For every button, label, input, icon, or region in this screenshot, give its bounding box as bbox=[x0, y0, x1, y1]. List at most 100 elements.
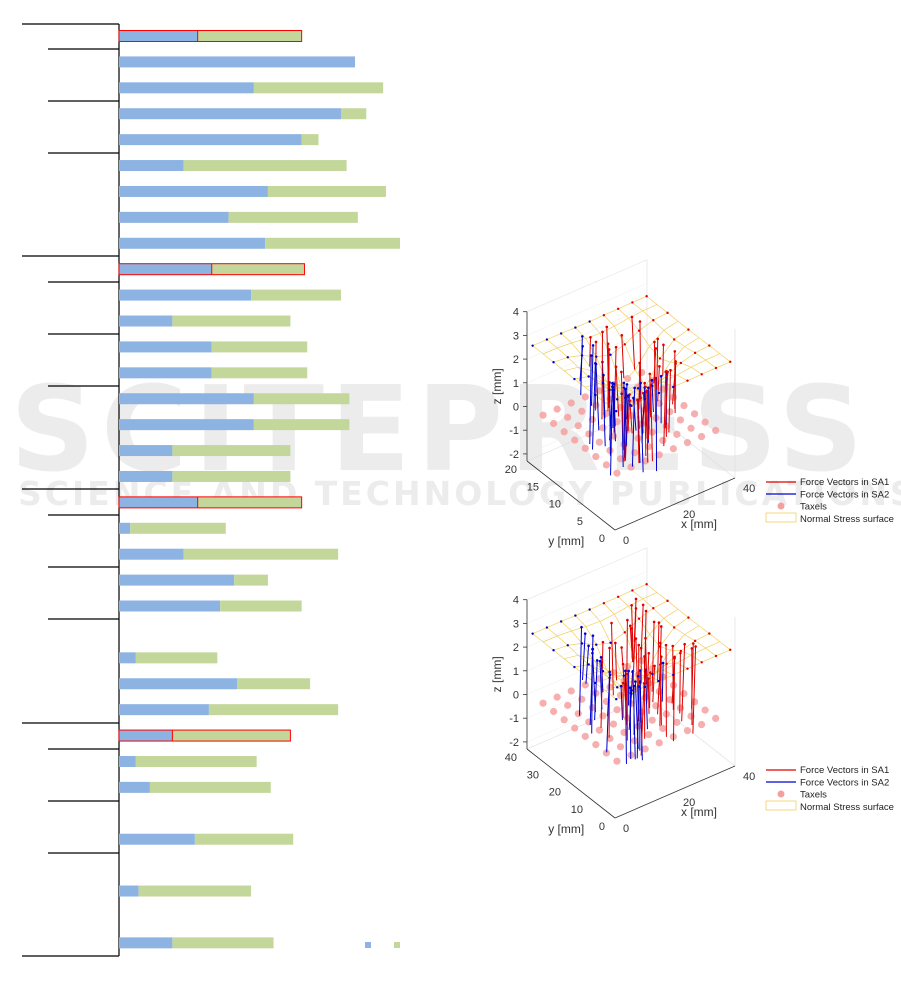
vector-head bbox=[645, 389, 649, 392]
taxel-point bbox=[581, 393, 589, 401]
taxel-point bbox=[712, 426, 720, 435]
surface-mesh-line bbox=[638, 319, 654, 331]
surface-node bbox=[601, 381, 605, 385]
taxel-point bbox=[712, 714, 720, 723]
vector-head bbox=[632, 684, 636, 688]
bar-segment-green bbox=[135, 755, 257, 767]
bar-segment-green bbox=[265, 237, 400, 249]
surface-mesh-line bbox=[670, 649, 681, 652]
force-vector-sa1 bbox=[620, 371, 625, 451]
legend-taxel-icon bbox=[777, 502, 785, 510]
force-vector-sa1 bbox=[672, 646, 674, 710]
y-tick-label: 5 bbox=[577, 516, 583, 528]
z-tick-label: 0 bbox=[513, 401, 519, 413]
vector-head bbox=[608, 646, 611, 650]
surface-mesh-line bbox=[567, 645, 579, 656]
force-vector-sa1 bbox=[621, 335, 625, 379]
bar-segment-blue bbox=[119, 833, 195, 845]
force-vector-sa2 bbox=[620, 686, 623, 721]
legend-label: Force Vectors in SA1 bbox=[800, 477, 889, 488]
force-vector-sa1 bbox=[640, 604, 644, 660]
surface-mesh-line bbox=[694, 640, 706, 649]
surface-node bbox=[672, 673, 675, 677]
surface-node bbox=[644, 385, 647, 389]
taxel-point bbox=[655, 739, 663, 747]
vector-head bbox=[673, 350, 677, 353]
force-vector-sa1 bbox=[647, 678, 650, 714]
x-tick-label: 0 bbox=[623, 535, 629, 547]
vector-head bbox=[644, 609, 648, 613]
surface-mesh-line bbox=[546, 621, 562, 628]
surface-mesh-line bbox=[705, 359, 717, 369]
surface-mesh-line bbox=[673, 627, 685, 635]
vector-head bbox=[621, 662, 625, 666]
vector-head bbox=[683, 642, 686, 646]
surface-node bbox=[559, 332, 563, 335]
surface-mesh-line bbox=[553, 644, 568, 651]
vector-head bbox=[664, 370, 668, 374]
taxel-point bbox=[606, 734, 614, 743]
surface-mesh-line bbox=[631, 399, 643, 407]
surface-mesh-line bbox=[546, 339, 558, 349]
surface-node bbox=[616, 307, 620, 310]
x-tick-label: 20 bbox=[683, 509, 695, 521]
surface-mesh-line bbox=[581, 643, 593, 660]
taxel-point bbox=[690, 410, 699, 418]
force-vector-sa1 bbox=[644, 392, 648, 439]
force-vector-sa1 bbox=[638, 362, 641, 410]
z-tick-label: 0 bbox=[513, 689, 519, 701]
vector-head bbox=[599, 655, 603, 659]
legend-swatch-green bbox=[394, 942, 400, 948]
surface-node bbox=[708, 632, 711, 635]
vector-head bbox=[634, 607, 638, 610]
force-vector-sa1 bbox=[657, 622, 660, 683]
surface-mesh-line bbox=[705, 647, 717, 657]
surface-node bbox=[622, 674, 626, 677]
surface-node bbox=[580, 354, 584, 357]
taxel-point bbox=[574, 710, 582, 718]
vector-head bbox=[637, 643, 641, 647]
taxel-point bbox=[564, 413, 572, 421]
surface-mesh-line bbox=[632, 583, 647, 591]
vector-head bbox=[648, 671, 652, 674]
surface-mesh-line bbox=[617, 308, 629, 319]
taxel-point bbox=[641, 745, 649, 753]
bar-segment-green bbox=[172, 445, 291, 457]
legend-label: Force Vectors in SA1 bbox=[800, 765, 889, 776]
surface-node bbox=[672, 385, 675, 389]
taxel-point bbox=[638, 656, 646, 665]
surface-mesh-line bbox=[589, 314, 605, 322]
taxel-point bbox=[574, 422, 582, 430]
surface-mesh-line bbox=[677, 609, 689, 618]
surface-node bbox=[658, 645, 662, 648]
force-vector-sa2 bbox=[591, 635, 594, 681]
surface-mesh-line bbox=[677, 321, 689, 330]
surface-mesh-line bbox=[567, 357, 579, 368]
surface-mesh-line bbox=[659, 339, 675, 359]
taxel-point bbox=[609, 720, 618, 728]
surface-mesh-line bbox=[574, 664, 589, 668]
taxel-point bbox=[585, 430, 593, 438]
bar-segment-blue bbox=[119, 211, 229, 223]
vector-head bbox=[628, 624, 632, 628]
surface-node bbox=[643, 397, 646, 401]
bar-segment-green bbox=[251, 289, 341, 301]
vector-head bbox=[591, 344, 595, 347]
vector-head bbox=[656, 337, 660, 341]
surface-node bbox=[615, 398, 619, 401]
vector-head bbox=[658, 365, 661, 368]
surface-mesh-line bbox=[585, 621, 601, 627]
taxel-point bbox=[599, 424, 607, 432]
surface-mesh-line bbox=[673, 329, 689, 340]
bar-segment-blue bbox=[119, 367, 212, 379]
surface-mesh-line bbox=[585, 333, 601, 339]
z-tick-label: 1 bbox=[513, 378, 519, 390]
vector-head bbox=[626, 618, 629, 622]
force-vector-sa1 bbox=[644, 383, 647, 457]
z-tick-label: 4 bbox=[513, 307, 519, 319]
vector-head bbox=[620, 646, 623, 649]
y-tick-label: 30 bbox=[527, 769, 539, 781]
surface-mesh-line bbox=[719, 353, 731, 363]
force-vector-sa2 bbox=[579, 346, 584, 382]
